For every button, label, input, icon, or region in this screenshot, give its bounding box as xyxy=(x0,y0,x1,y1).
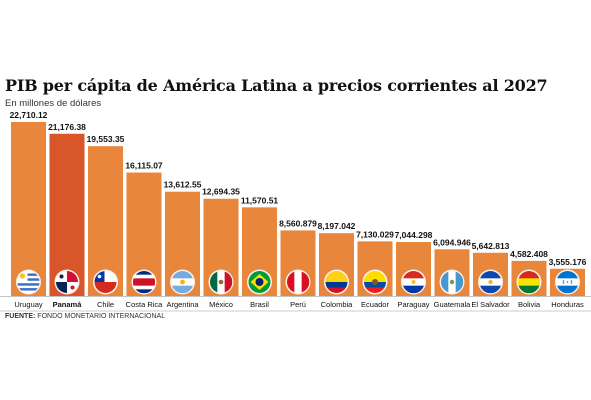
category-label: Costa Rica xyxy=(126,300,164,309)
value-label: 7,044.298 xyxy=(395,230,433,240)
uruguay-flag-icon xyxy=(17,271,40,294)
panama-flag-icon xyxy=(56,271,78,293)
argentina-flag-icon xyxy=(171,271,194,294)
honduras-flag-icon xyxy=(556,271,579,294)
bar xyxy=(49,133,85,296)
chile-flag-icon xyxy=(94,271,117,293)
value-label: 8,560.879 xyxy=(279,218,317,228)
source-note: FUENTE: FONDO MONETARIO INTERNACIONAL xyxy=(5,313,165,320)
ecuador-flag-icon xyxy=(364,271,386,293)
category-label: Guatemala xyxy=(434,300,472,309)
value-label: 21,176.38 xyxy=(48,122,86,132)
category-label: Bolivia xyxy=(518,300,541,309)
value-label: 22,710.12 xyxy=(10,110,48,120)
category-label: Paraguay xyxy=(397,300,429,309)
value-label: 3,555.176 xyxy=(549,257,587,267)
peru-flag-icon xyxy=(287,271,310,293)
value-label: 6,094.946 xyxy=(433,237,471,247)
mexico-flag-icon xyxy=(210,271,233,293)
category-label: Perú xyxy=(290,300,306,309)
colombia-flag-icon xyxy=(325,271,348,293)
brazil-flag-icon xyxy=(248,271,271,293)
value-label: 19,553.35 xyxy=(87,134,125,144)
value-label: 5,642.813 xyxy=(472,241,510,251)
paraguay-flag-icon xyxy=(402,271,425,294)
chart-title: PIB per cápita de América Latina a preci… xyxy=(5,76,548,95)
value-label: 11,570.51 xyxy=(241,195,279,205)
source-label: FUENTE: xyxy=(5,313,36,320)
value-label: 13,612.55 xyxy=(164,180,202,190)
category-label: México xyxy=(209,300,233,309)
category-label: Ecuador xyxy=(361,300,389,309)
category-label: Brasil xyxy=(250,300,269,309)
category-label: Colombia xyxy=(321,300,354,309)
value-label: 8,197.042 xyxy=(318,221,356,231)
source-text: FONDO MONETARIO INTERNACIONAL xyxy=(37,313,166,320)
guatemala-flag-icon xyxy=(441,271,464,293)
value-label: 4,582.408 xyxy=(510,249,548,259)
category-label: Uruguay xyxy=(14,300,43,309)
category-label: Honduras xyxy=(551,300,584,309)
category-label: El Salvador xyxy=(471,300,510,309)
bar xyxy=(11,122,46,296)
value-label: 7,130.029 xyxy=(356,229,394,239)
chart-subtitle: En millones de dólares xyxy=(5,98,102,109)
value-label: 12,694.35 xyxy=(202,187,240,197)
bolivia-flag-icon xyxy=(518,271,540,294)
category-label: Panamá xyxy=(53,300,83,309)
category-label: Argentina xyxy=(166,300,199,309)
value-label: 16,115.07 xyxy=(125,161,163,171)
category-label: Chile xyxy=(97,300,114,309)
el-salvador-flag-icon xyxy=(479,271,502,294)
costa-rica-flag-icon xyxy=(133,271,155,294)
